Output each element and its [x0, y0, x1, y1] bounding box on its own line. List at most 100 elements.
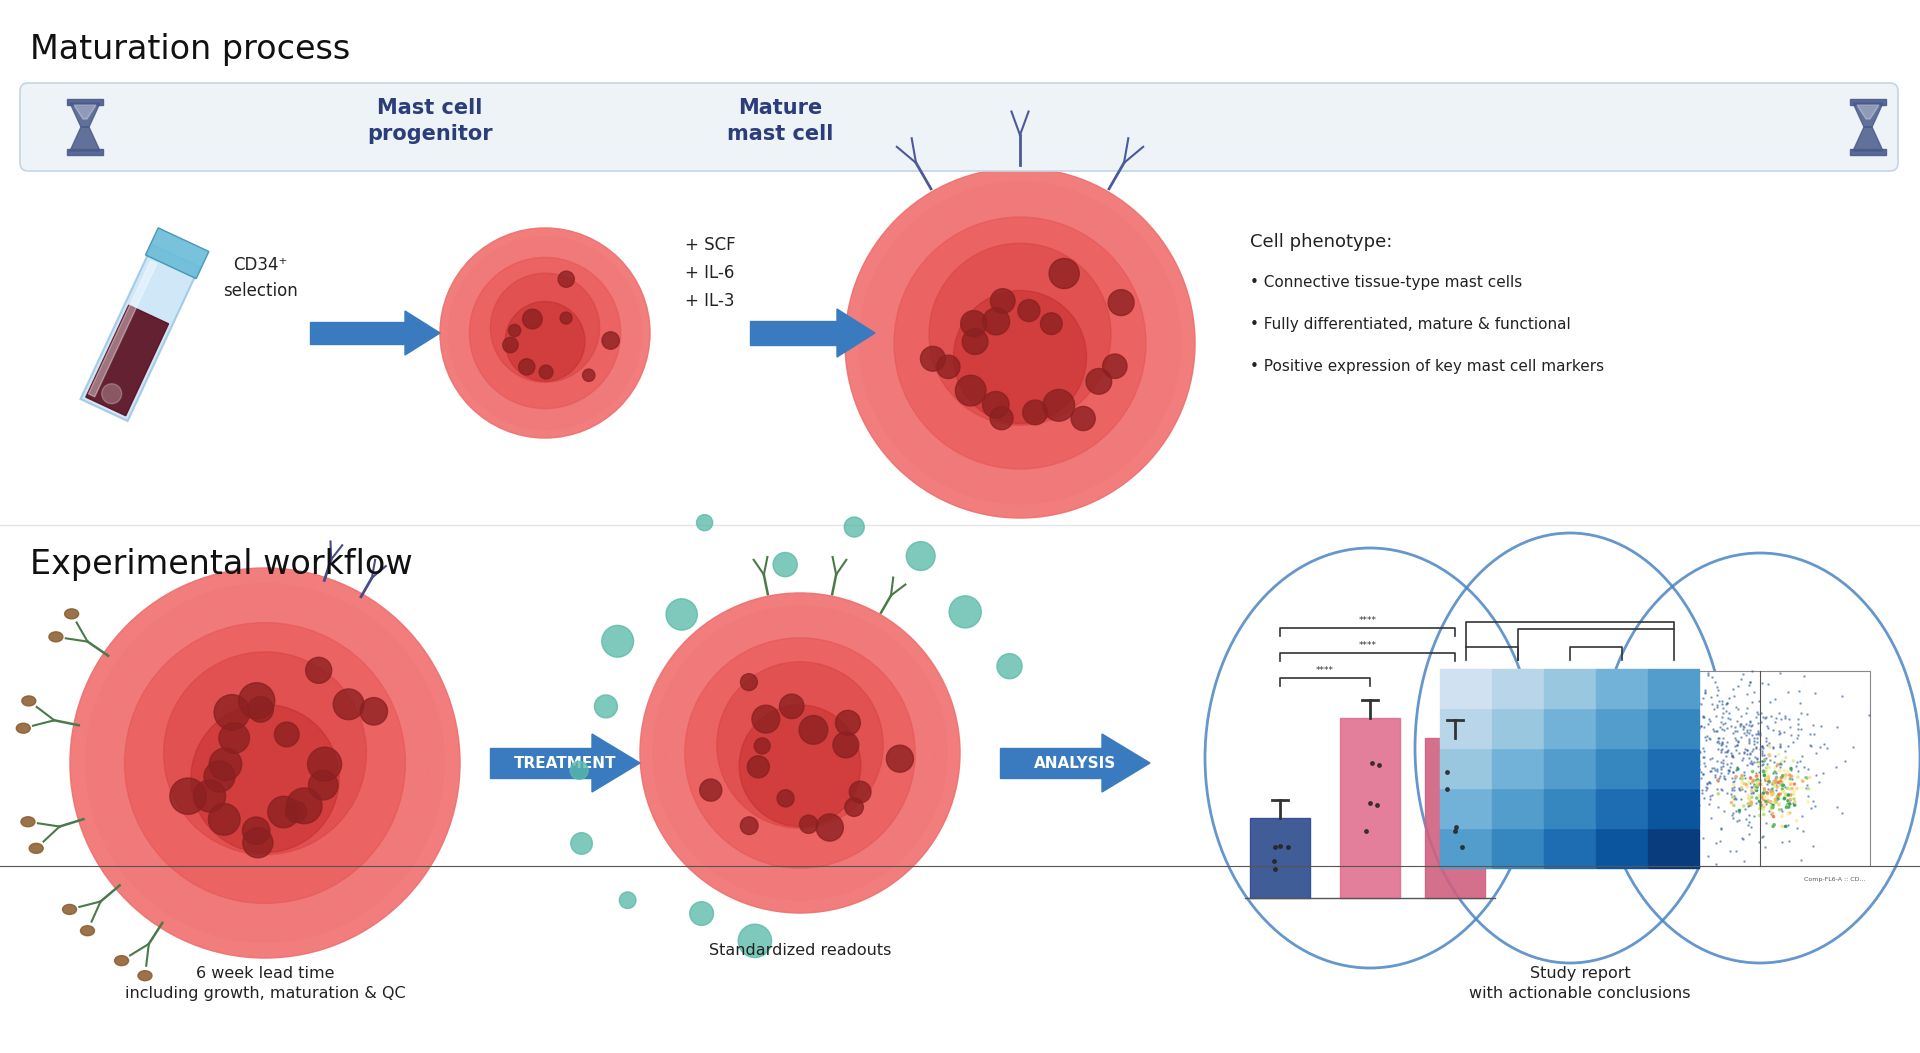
Point [1749, 798, 1780, 815]
Point [1699, 767, 1730, 783]
Circle shape [490, 273, 599, 382]
Point [1741, 771, 1772, 788]
Circle shape [169, 778, 205, 814]
Point [1736, 746, 1766, 762]
Point [1776, 760, 1807, 777]
Point [1757, 776, 1788, 793]
Circle shape [666, 599, 697, 630]
Point [1741, 774, 1772, 791]
Point [1716, 744, 1747, 761]
Point [1751, 784, 1782, 801]
Point [1674, 775, 1705, 792]
Point [1772, 683, 1803, 700]
Circle shape [449, 237, 641, 430]
Point [1759, 753, 1789, 770]
Point [1728, 763, 1759, 780]
Point [1730, 769, 1761, 786]
Bar [1647, 789, 1699, 828]
Point [1759, 774, 1789, 791]
Point [1713, 766, 1743, 782]
Polygon shape [591, 734, 639, 792]
Bar [1440, 709, 1492, 748]
Point [1738, 755, 1768, 772]
Point [1680, 766, 1711, 782]
Point [1728, 720, 1759, 737]
Point [1784, 682, 1814, 699]
Point [1766, 780, 1797, 797]
Point [1786, 779, 1816, 796]
Point [1774, 781, 1805, 798]
Point [1728, 831, 1759, 848]
Point [1753, 719, 1784, 736]
Point [1659, 750, 1690, 767]
Point [1674, 771, 1705, 788]
Point [1772, 797, 1803, 814]
Text: ****: **** [1359, 616, 1377, 625]
Point [1776, 775, 1807, 792]
Point [1751, 759, 1782, 776]
Point [1690, 684, 1720, 701]
Point [1740, 776, 1770, 793]
Point [1774, 804, 1805, 821]
Point [1701, 722, 1732, 739]
Point [1734, 713, 1764, 730]
Point [1668, 761, 1699, 778]
Text: Experimental workflow: Experimental workflow [31, 548, 413, 581]
Point [1722, 722, 1753, 739]
Point [1761, 777, 1791, 794]
Point [1776, 761, 1807, 778]
Point [1682, 692, 1713, 709]
Point [1741, 790, 1772, 807]
Point [1697, 760, 1728, 777]
Point [1711, 784, 1741, 801]
Point [1715, 786, 1745, 802]
Point [1799, 798, 1830, 815]
Point [1761, 794, 1791, 811]
Bar [1425, 738, 1484, 898]
Point [1741, 780, 1772, 797]
Point [1659, 706, 1690, 722]
Point [1682, 771, 1713, 788]
Point [1713, 742, 1743, 759]
Point [1730, 727, 1761, 743]
Point [1676, 784, 1707, 801]
Point [1774, 719, 1805, 736]
Point [1695, 689, 1726, 706]
Circle shape [753, 706, 780, 733]
Point [1791, 706, 1822, 722]
Point [1753, 780, 1784, 797]
Point [1749, 751, 1780, 768]
Point [1682, 735, 1713, 752]
Point [1745, 753, 1776, 770]
Point [1749, 780, 1780, 797]
Point [1741, 734, 1772, 751]
Point [1728, 724, 1759, 741]
Point [1676, 699, 1707, 716]
Circle shape [639, 593, 960, 913]
Circle shape [699, 779, 722, 801]
Point [1766, 769, 1797, 786]
Point [1764, 796, 1795, 813]
Point [1778, 783, 1809, 800]
Point [1788, 773, 1818, 790]
Point [1759, 739, 1789, 756]
Point [1686, 784, 1716, 801]
Point [1757, 787, 1788, 803]
Point [1759, 773, 1789, 790]
Polygon shape [69, 127, 100, 151]
Point [1745, 737, 1776, 754]
FancyBboxPatch shape [19, 83, 1899, 171]
Point [1749, 767, 1780, 783]
Point [1830, 753, 1860, 770]
Point [1701, 687, 1732, 703]
Circle shape [102, 383, 121, 403]
Point [1724, 718, 1755, 735]
Point [1761, 781, 1791, 798]
Point [1766, 800, 1797, 817]
Point [1709, 768, 1740, 784]
Circle shape [595, 695, 618, 718]
Point [1803, 774, 1834, 791]
Point [1747, 829, 1778, 846]
Point [1755, 694, 1786, 711]
Point [1693, 711, 1724, 728]
